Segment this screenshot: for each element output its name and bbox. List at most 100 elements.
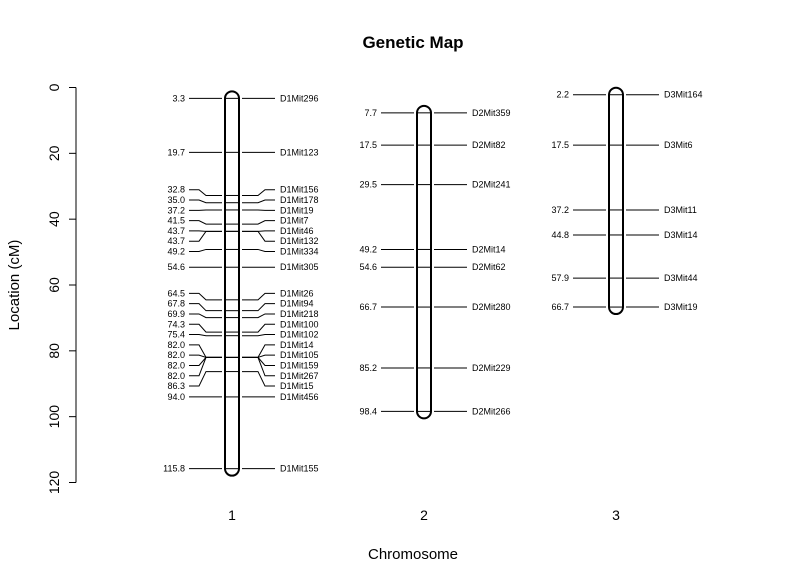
marker-position-label: 32.8 — [167, 185, 185, 195]
marker-name-label: D1Mit14 — [280, 340, 314, 350]
marker-connector-right — [242, 303, 275, 312]
marker-name-label: D1Mit7 — [280, 216, 309, 226]
marker-position-label: 69.9 — [167, 309, 185, 319]
chromosome-2: 2 7.7 D2Mit359 17.5 D2Mit82 29.5 D2Mit241 49.2 D… — [359, 104, 511, 523]
marker-position-label: 37.2 — [551, 205, 569, 215]
marker-D1Mit267: 82.0 D1Mit267 — [167, 356, 319, 381]
marker-name-label: D2Mit229 — [472, 363, 511, 373]
marker-position-label: 82.0 — [167, 340, 185, 350]
marker-connector-right — [242, 313, 275, 319]
marker-D1Mit156: 32.8 D1Mit156 — [167, 185, 319, 196]
marker-name-label: D1Mit19 — [280, 205, 314, 215]
marker-name-label: D1Mit26 — [280, 288, 314, 298]
marker-position-label: 85.2 — [359, 363, 377, 373]
marker-name-label: D1Mit102 — [280, 330, 319, 340]
chromosome-bar — [224, 90, 240, 477]
marker-D3Mit6: 17.5 D3Mit6 — [551, 140, 692, 150]
marker-name-label: D1Mit94 — [280, 299, 314, 309]
y-axis: 0 20 40 60 80 100 120 — [46, 83, 77, 494]
marker-connector-right — [242, 356, 275, 377]
marker-D2Mit266: 98.4 D2Mit266 — [359, 406, 510, 416]
marker-connector-right — [242, 199, 275, 204]
marker-position-label: 49.2 — [359, 244, 377, 254]
marker-D1Mit46: 43.7 D1Mit46 — [167, 226, 313, 236]
marker-connector-right — [242, 334, 275, 337]
marker-name-label: D3Mit164 — [664, 90, 703, 100]
marker-connector-left — [189, 356, 222, 377]
marker-connector-right — [242, 371, 275, 387]
marker-D2Mit82: 17.5 D2Mit82 — [359, 140, 505, 150]
marker-D1Mit94: 67.8 D1Mit94 — [167, 299, 314, 312]
marker-position-label: 94.0 — [167, 392, 185, 402]
y-tick-label: 60 — [46, 277, 62, 293]
marker-name-label: D1Mit46 — [280, 226, 314, 236]
marker-position-label: 54.6 — [359, 262, 377, 272]
marker-name-label: D2Mit359 — [472, 108, 511, 118]
y-tick-label: 20 — [46, 145, 62, 161]
marker-name-label: D3Mit44 — [664, 273, 698, 283]
marker-connector-left — [189, 189, 222, 196]
y-tick-label: 40 — [46, 211, 62, 227]
marker-connector-left — [189, 323, 222, 333]
marker-D3Mit164: 2.2 D3Mit164 — [556, 90, 702, 100]
marker-name-label: D2Mit241 — [472, 180, 511, 190]
marker-position-label: 43.7 — [167, 236, 185, 246]
marker-D1Mit132: 43.7 D1Mit132 — [167, 230, 319, 246]
chromosome-3: 3 2.2 D3Mit164 17.5 D3Mit6 37.2 D3Mit11 44.8 D3M… — [551, 86, 703, 523]
marker-position-label: 82.0 — [167, 360, 185, 370]
x-axis-label: Chromosome — [368, 546, 458, 563]
marker-name-label: D3Mit11 — [664, 205, 697, 215]
marker-D1Mit105: 82.0 D1Mit105 — [167, 350, 318, 360]
chromosome-bar — [608, 86, 624, 316]
marker-name-label: D1Mit456 — [280, 392, 319, 402]
marker-name-label: D1Mit159 — [280, 360, 319, 370]
marker-connector-left — [189, 334, 222, 337]
marker-position-label: 66.7 — [359, 302, 377, 312]
marker-position-label: 19.7 — [167, 147, 185, 157]
y-tick-label: 80 — [46, 343, 62, 359]
marker-name-label: D2Mit82 — [472, 140, 506, 150]
y-tick-label: 100 — [46, 405, 62, 429]
marker-connector-left — [189, 230, 222, 242]
chart-title: Genetic Map — [362, 33, 463, 52]
marker-D1Mit102: 75.4 D1Mit102 — [167, 330, 318, 340]
marker-D1Mit305: 54.6 D1Mit305 — [167, 262, 318, 272]
marker-connector-left — [189, 199, 222, 204]
marker-position-label: 7.7 — [364, 108, 377, 118]
marker-name-label: D3Mit19 — [664, 302, 698, 312]
marker-name-label: D1Mit155 — [280, 464, 319, 474]
marker-connector-left — [189, 220, 222, 225]
marker-position-label: 115.8 — [163, 464, 185, 474]
marker-name-label: D1Mit15 — [280, 381, 314, 391]
marker-connector-left — [189, 371, 222, 387]
marker-name-label: D3Mit6 — [664, 140, 693, 150]
marker-position-label: 2.2 — [556, 90, 569, 100]
marker-position-label: 41.5 — [167, 216, 185, 226]
marker-position-label: 3.3 — [172, 93, 185, 103]
marker-D1Mit100: 74.3 D1Mit100 — [167, 319, 319, 333]
marker-position-label: 44.8 — [551, 230, 569, 240]
marker-D2Mit241: 29.5 D2Mit241 — [359, 180, 510, 190]
marker-D1Mit26: 64.5 D1Mit26 — [167, 288, 314, 301]
marker-position-label: 37.2 — [167, 205, 185, 215]
marker-name-label: D2Mit62 — [472, 262, 506, 272]
marker-position-label: 67.8 — [167, 299, 185, 309]
marker-position-label: 43.7 — [167, 226, 185, 236]
marker-position-label: 54.6 — [167, 262, 185, 272]
marker-D2Mit229: 85.2 D2Mit229 — [359, 363, 510, 373]
marker-name-label: D1Mit156 — [280, 185, 319, 195]
marker-name-label: D1Mit105 — [280, 350, 319, 360]
marker-D3Mit44: 57.9 D3Mit44 — [551, 273, 697, 283]
marker-connector-right — [242, 220, 275, 225]
marker-D3Mit19: 66.7 D3Mit19 — [551, 302, 697, 312]
marker-D2Mit14: 49.2 D2Mit14 — [359, 244, 505, 254]
marker-D1Mit15: 86.3 D1Mit15 — [167, 371, 314, 391]
marker-position-label: 86.3 — [167, 381, 185, 391]
marker-connector-right — [242, 292, 275, 301]
marker-connector-left — [189, 292, 222, 301]
marker-connector-right — [242, 230, 275, 242]
marker-D3Mit14: 44.8 D3Mit14 — [551, 230, 697, 240]
marker-D1Mit19: 37.2 D1Mit19 — [167, 205, 313, 215]
